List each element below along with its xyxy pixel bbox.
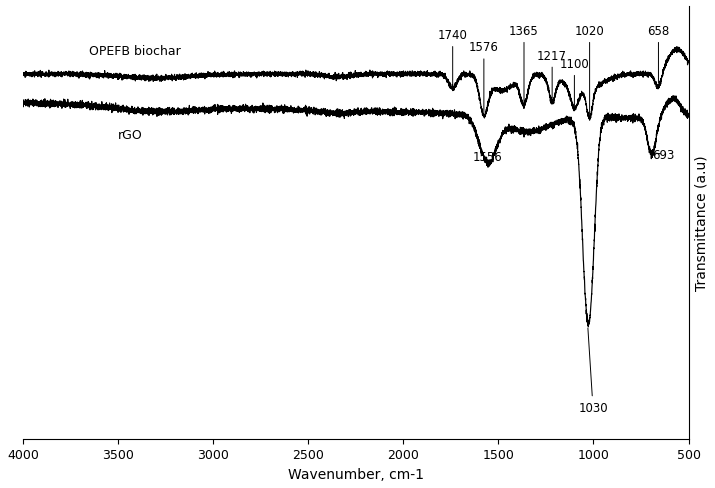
Text: 1100: 1100 [560, 58, 589, 106]
Text: 1556: 1556 [473, 151, 503, 164]
Text: 1217: 1217 [537, 49, 567, 99]
Text: 1020: 1020 [575, 25, 604, 118]
Text: 1030: 1030 [578, 328, 608, 414]
Text: OPEFB biochar: OPEFB biochar [89, 45, 181, 59]
Text: rGO: rGO [118, 128, 143, 141]
Text: 658: 658 [647, 25, 669, 84]
Y-axis label: Transmittance (a.u): Transmittance (a.u) [694, 155, 708, 290]
Text: 693: 693 [652, 148, 674, 161]
X-axis label: Wavenumber, cm-1: Wavenumber, cm-1 [287, 467, 424, 481]
Text: 1365: 1365 [509, 25, 539, 104]
Text: 1740: 1740 [438, 29, 468, 87]
Text: 1576: 1576 [469, 41, 499, 114]
